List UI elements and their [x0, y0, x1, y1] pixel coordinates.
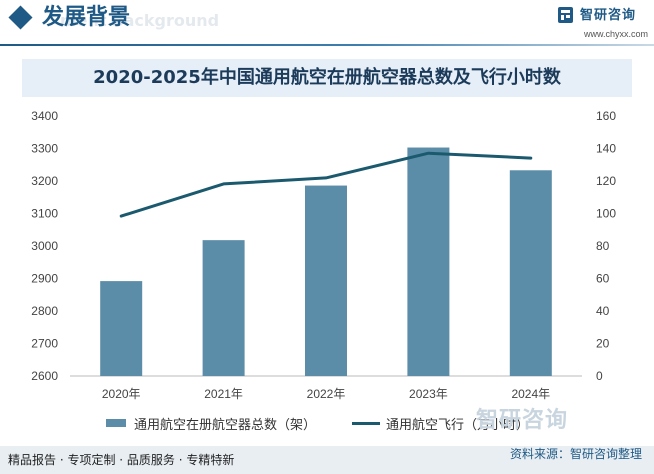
x-tick-label: 2024年 [511, 387, 550, 400]
x-tick-label: 2023年 [409, 387, 448, 400]
combo-chart: 3400 3300 3200 3100 3000 2900 2800 2700 2600 160… [31, 109, 616, 400]
y-right-tick-label: 140 [596, 142, 616, 156]
y-right-tick-label: 40 [596, 304, 610, 318]
bar [202, 240, 245, 376]
y-right-tick-label: 80 [596, 239, 610, 253]
diamond-bullet-icon [8, 5, 33, 30]
header-ghost-text: ment background [60, 11, 220, 30]
y-left-tick-label: 2600 [31, 369, 58, 383]
y-left-tick-label: 2900 [31, 272, 58, 286]
bar [305, 185, 347, 376]
series-line [119, 151, 533, 218]
header-divider [0, 44, 654, 46]
legend-swatch-bar [106, 419, 126, 427]
y-right-tick-label: 20 [596, 337, 610, 351]
brand-name: 智研咨询 [580, 8, 637, 23]
footer-slogan: 精品报告 · 专项定制 · 品质服务 · 专精特新 [8, 453, 235, 467]
header: ment background 发展背景 智研咨询 www.chyxx.com [0, 0, 654, 46]
chart-title: 2020-2025年中国通用航空在册航空器总数及飞行小时数 [93, 67, 561, 88]
watermark-logo: 智研咨询 [476, 408, 569, 433]
brand-url: www.chyxx.com [584, 29, 649, 39]
legend-label-hours: 通用航空飞行（万小时） [386, 417, 530, 433]
y-left-tick-label: 3000 [31, 239, 58, 253]
y-right-tick-label: 60 [596, 272, 610, 286]
y-left-tick-label: 3200 [31, 174, 58, 188]
y-left-tick-label: 3100 [31, 207, 58, 221]
y-right-tick-label: 160 [596, 109, 616, 123]
brand-logo-icon [558, 7, 573, 23]
x-tick-label: 2021年 [204, 387, 243, 400]
legend-item-aircraft: 通用航空在册航空器总数（架） [106, 413, 316, 433]
data-source: 资料来源：智研咨询整理 [509, 447, 642, 461]
bar [407, 147, 450, 376]
y-left-tick-label: 2700 [31, 337, 58, 351]
legend-swatch-line [352, 421, 380, 425]
y-right-tick-label: 120 [596, 174, 616, 188]
y-right-tick-label: 100 [596, 207, 616, 221]
bar [509, 170, 552, 376]
y-left-tick-label: 3300 [31, 142, 58, 156]
chart-legend: 通用航空在册航空器总数（架） 通用航空飞行（万小时） [0, 413, 654, 433]
x-tick-label: 2022年 [307, 387, 346, 400]
section-title: 发展背景 [42, 5, 131, 30]
bar [100, 281, 143, 376]
y-left-tick-label: 3400 [31, 109, 58, 123]
y-right-tick-label: 0 [596, 369, 603, 383]
footer: 精品报告 · 专项定制 · 品质服务 · 专精特新 资料来源：智研咨询整理 [0, 446, 654, 474]
legend-item-hours: 通用航空飞行（万小时） [352, 413, 529, 433]
x-tick-label: 2020年 [102, 387, 141, 400]
chart-title-bar: 2020-2025年中国通用航空在册航空器总数及飞行小时数 [22, 59, 632, 97]
y-left-tick-label: 2800 [31, 304, 58, 318]
legend-label-aircraft: 通用航空在册航空器总数（架） [134, 417, 317, 433]
footer-bar [0, 446, 654, 474]
